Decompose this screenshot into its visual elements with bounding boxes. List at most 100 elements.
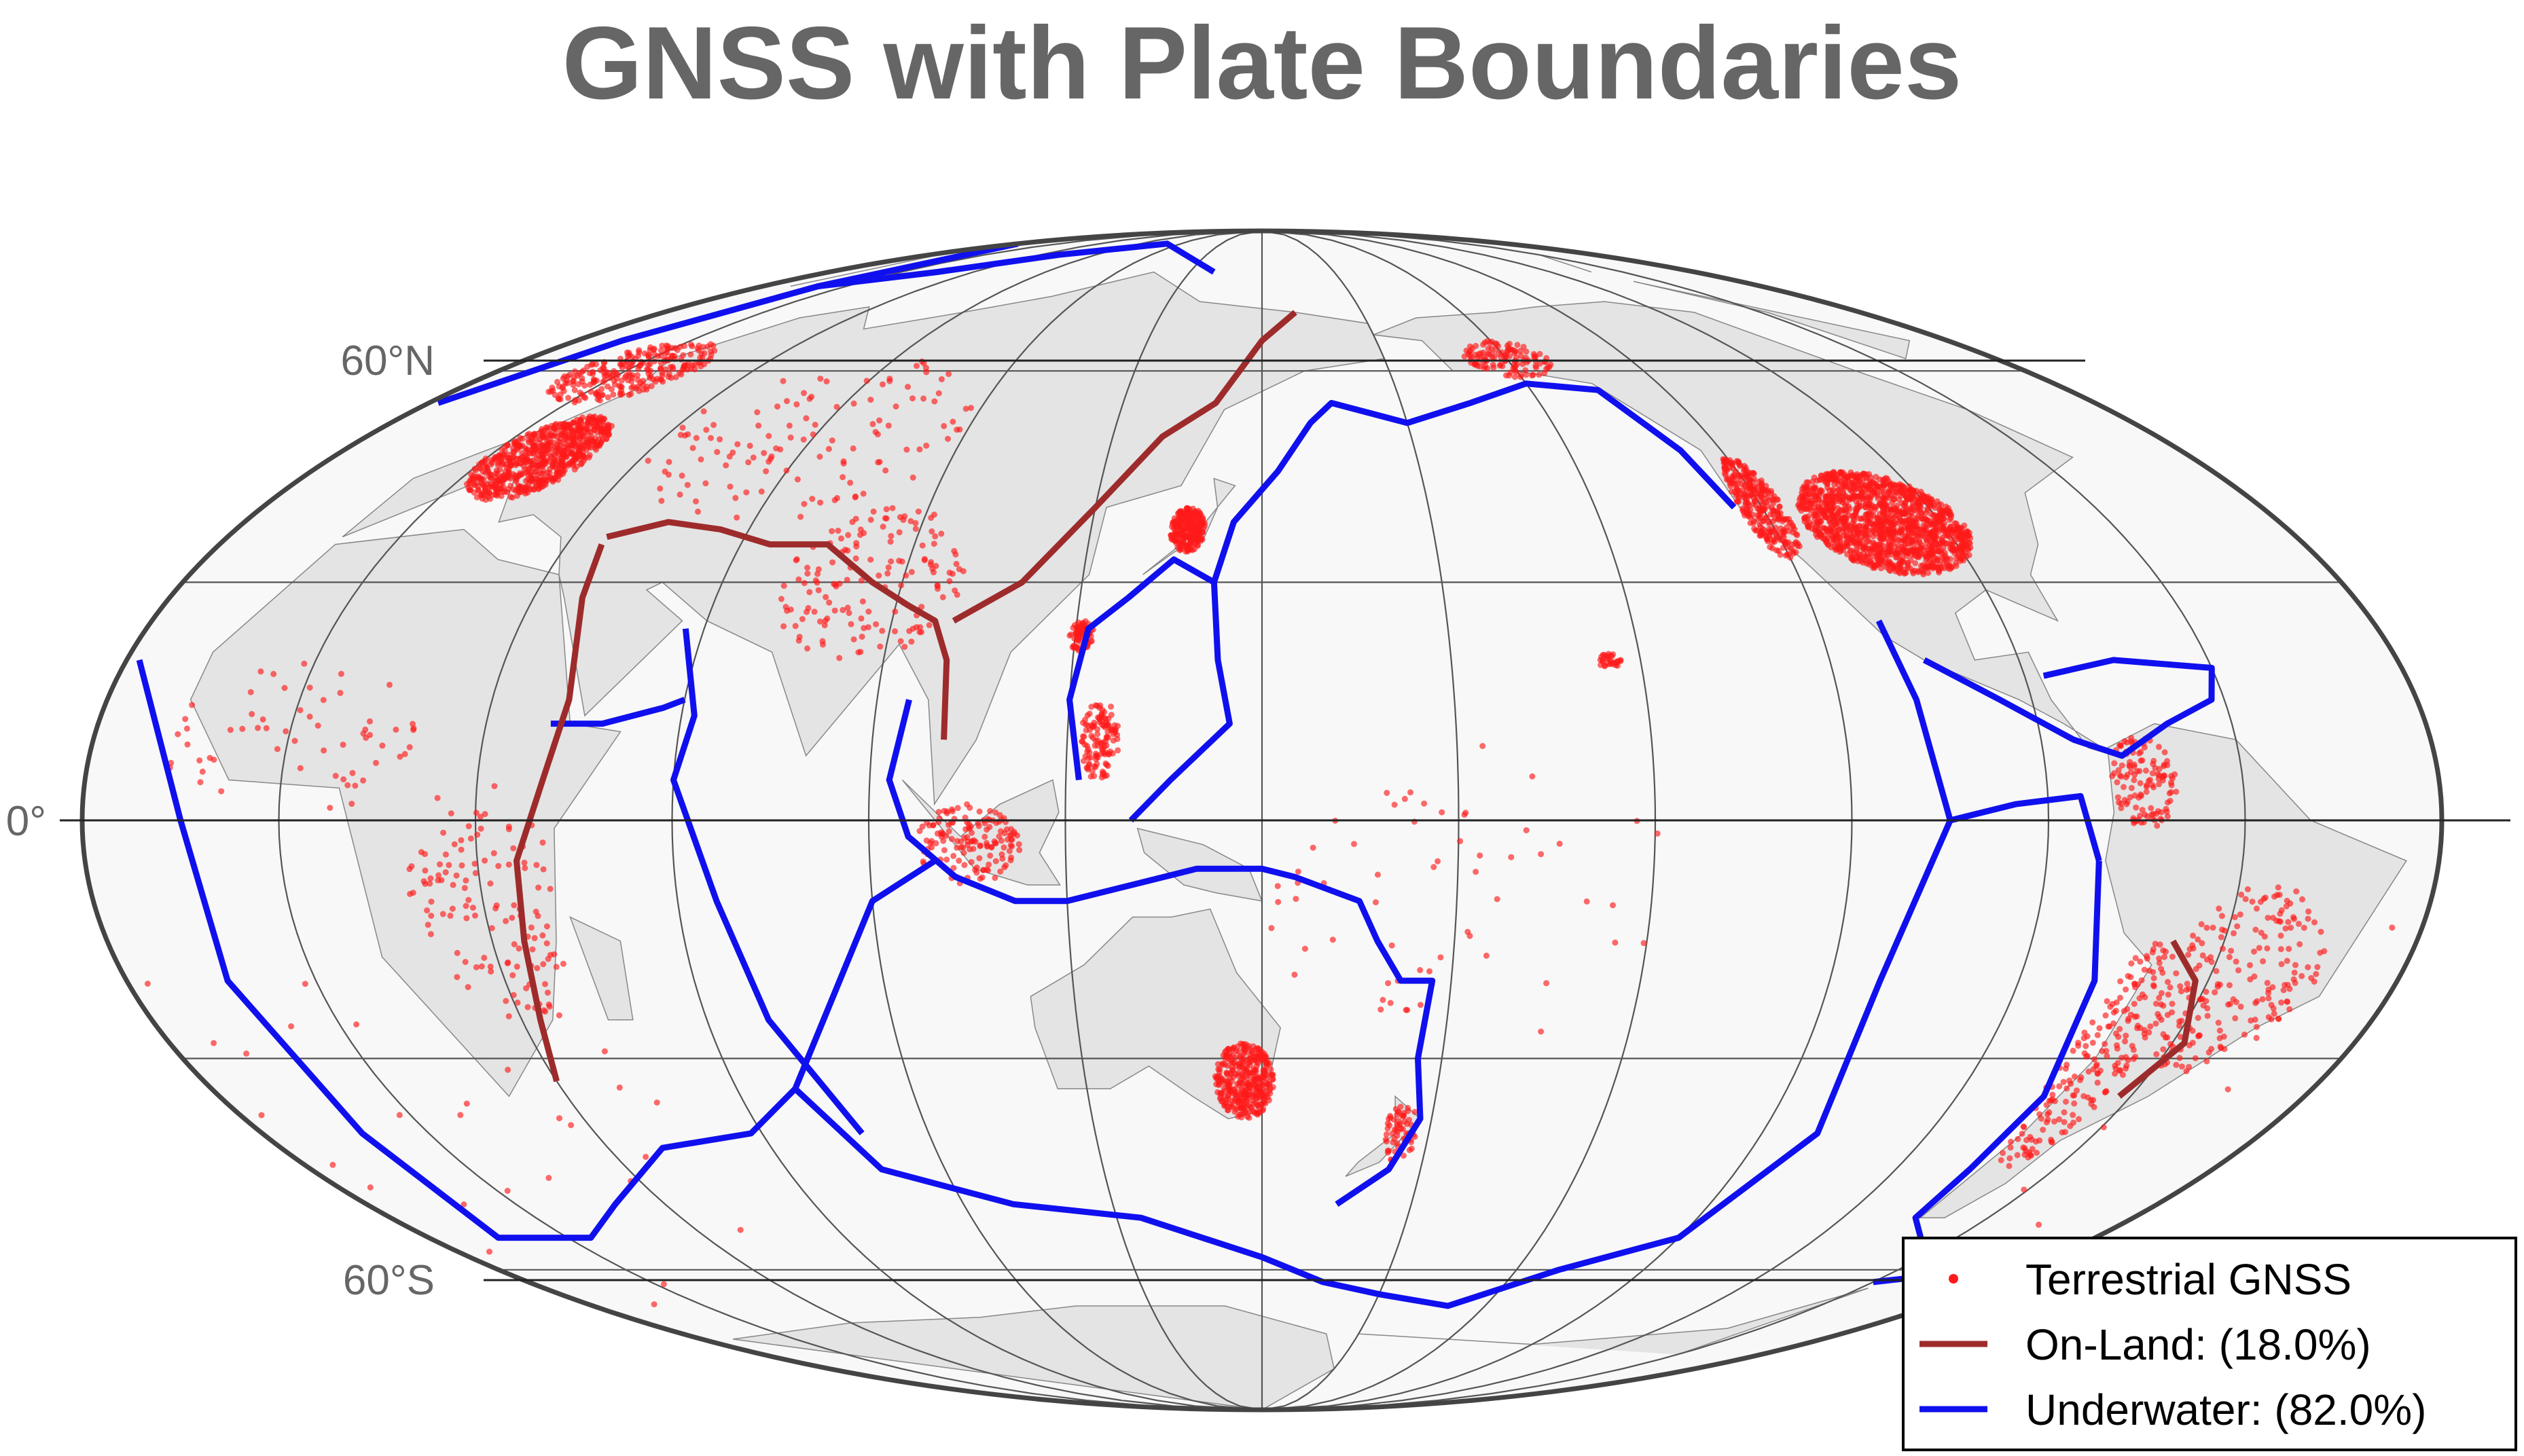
gnss-station-dot [2291, 915, 2297, 922]
gnss-station-dot [1600, 658, 1606, 665]
gnss-station-dot [1887, 547, 1894, 554]
gnss-station-dot [1084, 712, 1091, 718]
gnss-station-dot [1842, 483, 1849, 490]
gnss-station-dot [2144, 956, 2150, 962]
gnss-station-dot [703, 426, 710, 433]
gnss-station-dot [1301, 945, 1308, 952]
gnss-station-dot [1430, 864, 1437, 871]
gnss-station-dot [2265, 1014, 2272, 1021]
gnss-station-dot [831, 581, 837, 587]
gnss-station-dot [2178, 1063, 2185, 1070]
gnss-station-dot [427, 875, 434, 881]
gnss-station-dot [447, 912, 454, 919]
gnss-station-dot [1110, 737, 1117, 744]
gnss-station-dot [1401, 1118, 1408, 1125]
gnss-station-dot [1934, 541, 1941, 548]
gnss-station-dot [1890, 539, 1897, 546]
gnss-station-dot [897, 638, 904, 644]
gnss-station-dot [844, 577, 850, 583]
gnss-station-dot [923, 442, 930, 449]
gnss-station-dot [301, 660, 308, 667]
gnss-station-dot [846, 610, 852, 617]
gnss-station-dot [1275, 898, 1282, 905]
gnss-station-dot [888, 558, 895, 565]
gnss-station-dot [1878, 546, 1885, 553]
gnss-station-dot [689, 343, 696, 350]
gnss-station-dot [2197, 996, 2204, 1002]
gnss-station-dot [144, 981, 151, 987]
gnss-station-dot [1922, 498, 1928, 505]
gnss-station-dot [634, 372, 641, 378]
gnss-station-dot [1538, 851, 1545, 858]
gnss-station-dot [945, 371, 952, 378]
gnss-station-dot [534, 462, 541, 469]
gnss-station-dot [968, 858, 975, 865]
gnss-station-dot [480, 476, 487, 483]
gnss-station-dot [1885, 530, 1892, 537]
gnss-station-dot [1867, 479, 1873, 486]
gnss-station-dot [549, 475, 555, 482]
gnss-station-dot [1870, 539, 1876, 546]
gnss-station-dot [471, 860, 478, 867]
gnss-station-dot [665, 374, 672, 380]
gnss-station-dot [1907, 557, 1914, 564]
gnss-station-dot [243, 1050, 250, 1057]
gnss-station-dot [2090, 1066, 2097, 1073]
gnss-station-dot [2277, 932, 2284, 939]
gnss-station-dot [640, 386, 647, 393]
gnss-station-dot [2116, 1068, 2123, 1074]
gnss-station-dot [727, 484, 734, 490]
gnss-station-dot [1640, 940, 1647, 947]
gnss-station-dot [1187, 520, 1193, 526]
gnss-station-dot [1507, 369, 1514, 376]
gnss-station-dot [562, 424, 569, 431]
gnss-station-dot [626, 364, 632, 371]
gnss-station-dot [1879, 553, 1886, 560]
gnss-station-dot [943, 810, 950, 816]
gnss-station-dot [1843, 543, 1850, 549]
gnss-station-dot [1858, 472, 1864, 479]
gnss-station-dot [1873, 473, 1879, 480]
gnss-station-dot [542, 981, 548, 987]
gnss-station-dot [1810, 511, 1817, 518]
gnss-station-dot [1776, 534, 1783, 541]
gnss-station-dot [835, 528, 842, 534]
gnss-station-dot [892, 628, 898, 635]
gnss-station-dot [2131, 777, 2138, 784]
gnss-station-dot [2091, 1056, 2097, 1063]
gnss-station-dot [440, 829, 447, 836]
gnss-station-dot [564, 380, 571, 386]
gnss-station-dot [562, 440, 569, 447]
gnss-station-dot [539, 483, 546, 490]
gnss-station-dot [463, 903, 469, 909]
gnss-station-dot [2213, 968, 2220, 975]
gnss-station-dot [707, 341, 714, 348]
gnss-station-dot [2000, 1150, 2006, 1157]
gnss-station-dot [1909, 513, 1915, 520]
gnss-station-dot [523, 985, 530, 991]
gnss-station-dot [826, 599, 833, 606]
gnss-station-dot [516, 945, 522, 952]
gnss-station-dot [183, 725, 190, 732]
gnss-station-dot [1733, 468, 1739, 475]
gnss-station-dot [829, 528, 835, 534]
gnss-station-dot [2130, 1055, 2137, 1062]
gnss-station-dot [471, 481, 478, 488]
gnss-station-dot [1889, 534, 1896, 541]
gnss-station-dot [939, 594, 946, 600]
gnss-station-dot [2286, 1006, 2293, 1013]
gnss-station-dot [446, 862, 452, 869]
gnss-station-dot [1951, 538, 1958, 545]
gnss-station-dot [702, 480, 709, 487]
gnss-station-dot [1015, 841, 1022, 848]
gnss-station-dot [636, 347, 643, 354]
gnss-station-dot [1612, 939, 1619, 946]
gnss-station-dot [1267, 1066, 1274, 1073]
gnss-station-dot [1848, 553, 1855, 560]
gnss-station-dot [422, 881, 429, 887]
gnss-station-dot [1901, 570, 1908, 577]
gnss-station-dot [1008, 836, 1015, 843]
gnss-station-dot [556, 1012, 562, 1019]
gnss-station-dot [568, 450, 575, 456]
lat-label-0: 0° [6, 798, 46, 845]
